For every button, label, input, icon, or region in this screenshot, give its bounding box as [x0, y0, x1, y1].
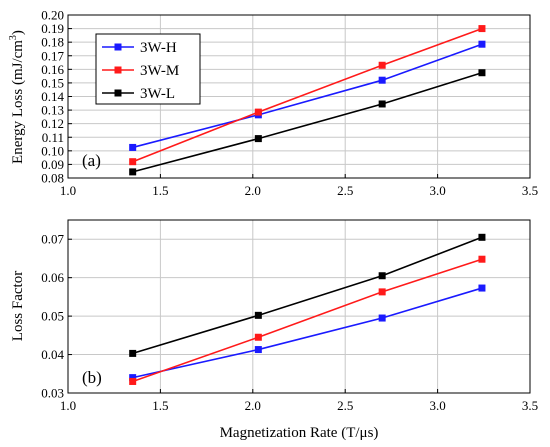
- panel-b-point-3w-l: [129, 349, 137, 357]
- panel-a-series: [129, 25, 486, 176]
- panel-a-series-line-3w-h: [132, 43, 483, 149]
- panel-b-point-3w-m: [478, 255, 486, 263]
- panel-b-series-line-3w-m: [132, 258, 483, 383]
- panel-a-y-tick-label: 0.13: [41, 103, 64, 118]
- panel-a-y-tick-label: 0.08: [41, 171, 64, 186]
- panel-a-point-3w-m: [478, 25, 486, 33]
- panel-a-y-tick-label: 0.14: [41, 89, 64, 104]
- panel-a-ticks: 1.0 1.5 2.0 2.5 3.0 3.50.080.090.100.110.120.…: [41, 8, 538, 199]
- panel-b-point-3w-l: [254, 311, 262, 319]
- panel-b-series-line-3w-l: [132, 236, 483, 355]
- panel-b-series-line-3w-h: [132, 287, 483, 379]
- panel-a-energy-loss-chart: 1.0 1.5 2.0 2.5 3.0 3.50.080.090.100.110.120.…: [8, 8, 538, 199]
- panel-b-plot-area: [67, 219, 531, 394]
- legend-entry-3w-m: 3W-M: [102, 63, 179, 79]
- panel-b-y-tick-label: 0.05: [41, 309, 64, 324]
- panel-b-point-3w-h: [478, 284, 486, 292]
- legend: 3W-H 3W-M 3W-L: [95, 33, 201, 105]
- panel-b-series: [129, 233, 486, 385]
- panel-a-label: (a): [82, 151, 101, 170]
- panel-a-series-line-3w-l: [132, 71, 483, 173]
- panel-a-point-3w-l: [378, 100, 386, 108]
- panel-b-y-tick-label: 0.06: [41, 270, 64, 285]
- panel-a-point-3w-m: [129, 158, 137, 166]
- legend-entry-3w-l: 3W-L: [102, 86, 175, 102]
- panel-a-point-3w-h: [478, 40, 486, 48]
- panel-a-y-tick-label: 0.19: [41, 21, 64, 36]
- panel-a-x-tick-label: 2.5: [337, 183, 353, 198]
- y-axis-title-text: Energy Loss (mJ/cm: [10, 40, 26, 164]
- panel-b-x-tick-label: 3.5: [522, 398, 538, 413]
- panel-a-point-3w-h: [378, 76, 386, 84]
- panel-b-x-axis-title: Magnetization Rate (T/μs): [220, 425, 379, 441]
- y-axis-title-close: ): [10, 30, 26, 35]
- panel-a-point-3w-l: [254, 135, 262, 143]
- legend-label-3w-m: 3W-M: [140, 63, 179, 79]
- panel-b-y-tick-label: 0.07: [41, 232, 64, 247]
- panel-a-y-tick-label: 0.16: [41, 62, 64, 77]
- panel-a-point-3w-m: [378, 61, 386, 69]
- panel-a-y-tick-label: 0.18: [41, 35, 64, 50]
- panel-a-y-tick-label: 0.11: [42, 130, 64, 145]
- panel-b-point-3w-m: [254, 333, 262, 341]
- y-axis-title-superscript: 3: [8, 35, 19, 40]
- panel-a-y-tick-label: 0.17: [41, 48, 64, 63]
- panel-b-point-3w-h: [378, 314, 386, 322]
- panel-b-loss-factor-chart: 1.0 1.5 2.0 2.5 3.0 3.5 0.03 0.04 0.05 0.06 0.07 (…: [10, 219, 538, 441]
- legend-marker-3w-l: [114, 89, 122, 97]
- panel-a-x-tick-label: 2.0: [245, 183, 261, 198]
- panel-b-point-3w-m: [129, 377, 137, 385]
- panel-a-y-tick-label: 0.20: [41, 8, 64, 23]
- panel-a-point-3w-l: [129, 168, 137, 176]
- panel-b-x-tick-label: 1.0: [60, 398, 76, 413]
- panel-a-y-tick-label: 0.12: [41, 116, 64, 131]
- legend-label-3w-h: 3W-H: [140, 40, 177, 56]
- panel-b-ticks: 1.0 1.5 2.0 2.5 3.0 3.5 0.03 0.04 0.05 0.06 0.07: [41, 232, 538, 413]
- panel-b-x-tick-label: 2.0: [245, 398, 261, 413]
- panel-b-point-3w-l: [478, 233, 486, 241]
- panel-b-x-tick-label: 2.5: [337, 398, 353, 413]
- panel-a-point-3w-h: [129, 143, 137, 151]
- panel-b-point-3w-l: [378, 272, 386, 280]
- panel-a-y-axis-title: Energy Loss (mJ/cm3): [8, 30, 26, 164]
- panel-a-y-tick-label: 0.10: [41, 143, 64, 158]
- legend-entry-3w-h: 3W-H: [102, 40, 177, 56]
- panel-a-x-tick-label: 3.5: [522, 183, 538, 198]
- panel-b-y-tick-label: 0.04: [41, 347, 64, 362]
- panel-b-point-3w-h: [254, 346, 262, 354]
- legend-marker-3w-m: [114, 66, 122, 74]
- panel-a-x-tick-label: 1.0: [60, 183, 76, 198]
- panel-b-y-tick-label: 0.03: [41, 386, 64, 401]
- panel-a-series-line-3w-m: [132, 27, 483, 163]
- panel-a-x-tick-label: 1.5: [152, 183, 168, 198]
- legend-label-3w-l: 3W-L: [140, 86, 175, 102]
- panel-b-point-3w-h: [129, 374, 137, 382]
- panel-a-point-3w-m: [254, 108, 262, 116]
- panel-b-label: (b): [82, 368, 102, 387]
- panel-b-x-tick-label: 3.0: [429, 398, 445, 413]
- legend-marker-3w-h: [114, 43, 122, 51]
- panel-b-point-3w-m: [378, 288, 386, 296]
- panel-b-grid: [68, 220, 530, 393]
- panel-b-x-tick-label: 1.5: [152, 398, 168, 413]
- panel-b-y-axis-title: Loss Factor: [10, 271, 26, 341]
- panel-a-point-3w-l: [478, 69, 486, 77]
- panel-a-x-tick-label: 3.0: [429, 183, 445, 198]
- panel-a-y-tick-label: 0.15: [41, 75, 64, 90]
- panel-a-y-tick-label: 0.09: [41, 157, 64, 172]
